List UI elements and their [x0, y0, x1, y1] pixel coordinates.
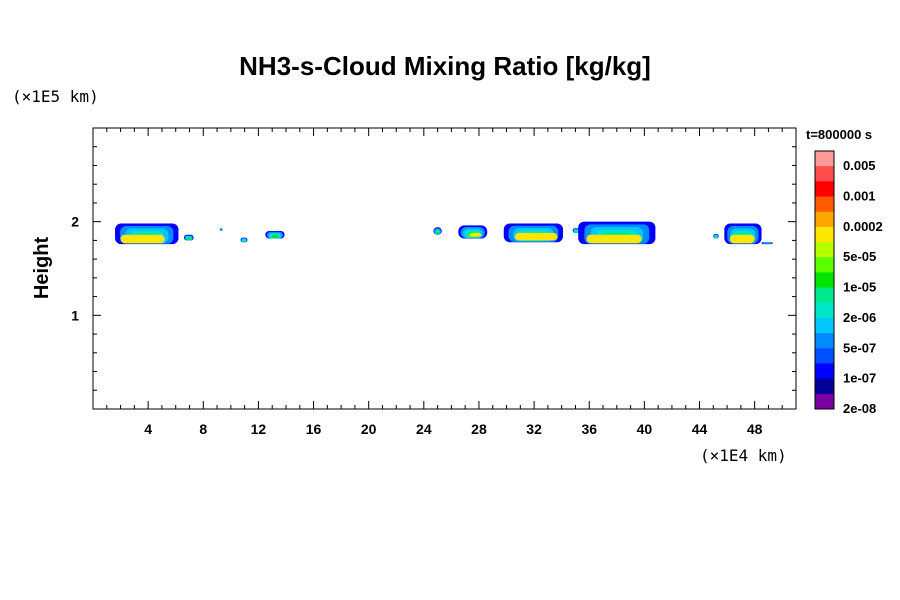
cloud-patch	[503, 223, 564, 243]
colorbar-swatch	[815, 151, 834, 167]
colorbar-label: 2e-08	[843, 401, 876, 416]
colorbar-swatch	[815, 393, 834, 410]
colorbar-label: 1e-07	[843, 371, 876, 386]
colorbar-frame	[814, 150, 835, 410]
cloud-core	[586, 234, 642, 244]
y-tick-label: 2	[71, 214, 79, 230]
colorbar-label: 0.001	[843, 189, 876, 204]
colorbar-swatch	[815, 257, 834, 273]
cloud-layer	[436, 231, 439, 235]
x-tick-label: 20	[361, 421, 377, 437]
colorbar-label: 0.005	[843, 158, 876, 173]
cloud-patch	[240, 237, 248, 243]
x-tick-label: 48	[747, 421, 763, 437]
x-tick-label: 16	[306, 421, 322, 437]
cloud-core	[469, 232, 482, 237]
cloud-patch	[219, 228, 223, 232]
cloud-layer	[242, 239, 246, 242]
x-axis: 4 8 12 16 20 24 28 32 36 40 44 48	[106, 128, 783, 437]
plot-area	[93, 128, 796, 409]
chart-title: NH3-s-Cloud Mixing Ratio [kg/kg]	[239, 51, 651, 81]
cloud-patch	[572, 228, 580, 233]
colorbar-swatch	[815, 211, 834, 228]
x-tick-label: 28	[471, 421, 487, 437]
colorbar-swatch	[815, 378, 834, 395]
colorbar-swatch	[815, 363, 834, 380]
plot-frame	[92, 127, 797, 410]
x-tick-label: 8	[199, 421, 207, 437]
colorbar-swatch	[815, 166, 834, 182]
colorbar-swatch	[815, 348, 834, 364]
x-tick-label: 24	[416, 421, 432, 437]
colorbar-swatch	[815, 317, 834, 334]
x-tick-label: 40	[637, 421, 653, 437]
cloud-patch	[183, 234, 194, 241]
y-axis-label: Height	[31, 237, 53, 300]
cloud-layer	[187, 238, 191, 240]
cloud-patch	[713, 233, 719, 239]
cloud-patch	[433, 227, 442, 235]
cloud-patch	[578, 221, 656, 245]
cloud-patch	[458, 225, 488, 239]
time-label: t=800000 s	[806, 127, 872, 142]
y-tick-label: 1	[71, 307, 79, 323]
x-tick-label: 4	[144, 421, 152, 437]
cloud-layer	[574, 230, 578, 233]
cloud-field	[115, 221, 773, 245]
x-tick-label: 32	[526, 421, 542, 437]
colorbar-swatch	[815, 226, 834, 243]
colorbar-label: 1e-05	[843, 280, 876, 295]
colorbar-swatch	[815, 272, 834, 289]
colorbar-label: 5e-07	[843, 340, 876, 355]
x-tick-label: 12	[251, 421, 267, 437]
cloud-layer	[715, 236, 718, 239]
colorbar-swatch	[815, 333, 834, 349]
cloud-layer	[272, 235, 278, 238]
colorbar-label: 0.0002	[843, 219, 883, 234]
colorbar-swatch	[815, 242, 834, 258]
cloud-core	[514, 232, 558, 241]
colorbar-swatch	[815, 196, 834, 213]
cloud-core	[120, 234, 165, 244]
colorbar-swatch	[815, 287, 834, 304]
cloud-patch	[115, 223, 179, 245]
cloud-patch	[724, 223, 762, 245]
colorbar: 0.005 0.001 0.0002 5e-05 1e-05 2e-06 5e-07 1e-0…	[814, 150, 883, 416]
cloud-patch	[761, 242, 773, 245]
colorbar-label: 2e-06	[843, 310, 876, 325]
colorbar-label: 5e-05	[843, 249, 876, 264]
y-axis: 12	[71, 146, 796, 391]
cloud-patch	[265, 231, 285, 239]
colorbar-swatch	[815, 181, 834, 198]
y-unit-label: (×1E5 km)	[12, 87, 99, 106]
x-tick-label: 36	[581, 421, 597, 437]
x-unit-label: (×1E4 km)	[700, 446, 787, 465]
colorbar-swatch	[815, 302, 834, 319]
cloud-core	[729, 234, 755, 244]
x-tick-label: 44	[692, 421, 708, 437]
cloud-layer	[762, 242, 772, 245]
cloud-layer	[220, 228, 223, 231]
